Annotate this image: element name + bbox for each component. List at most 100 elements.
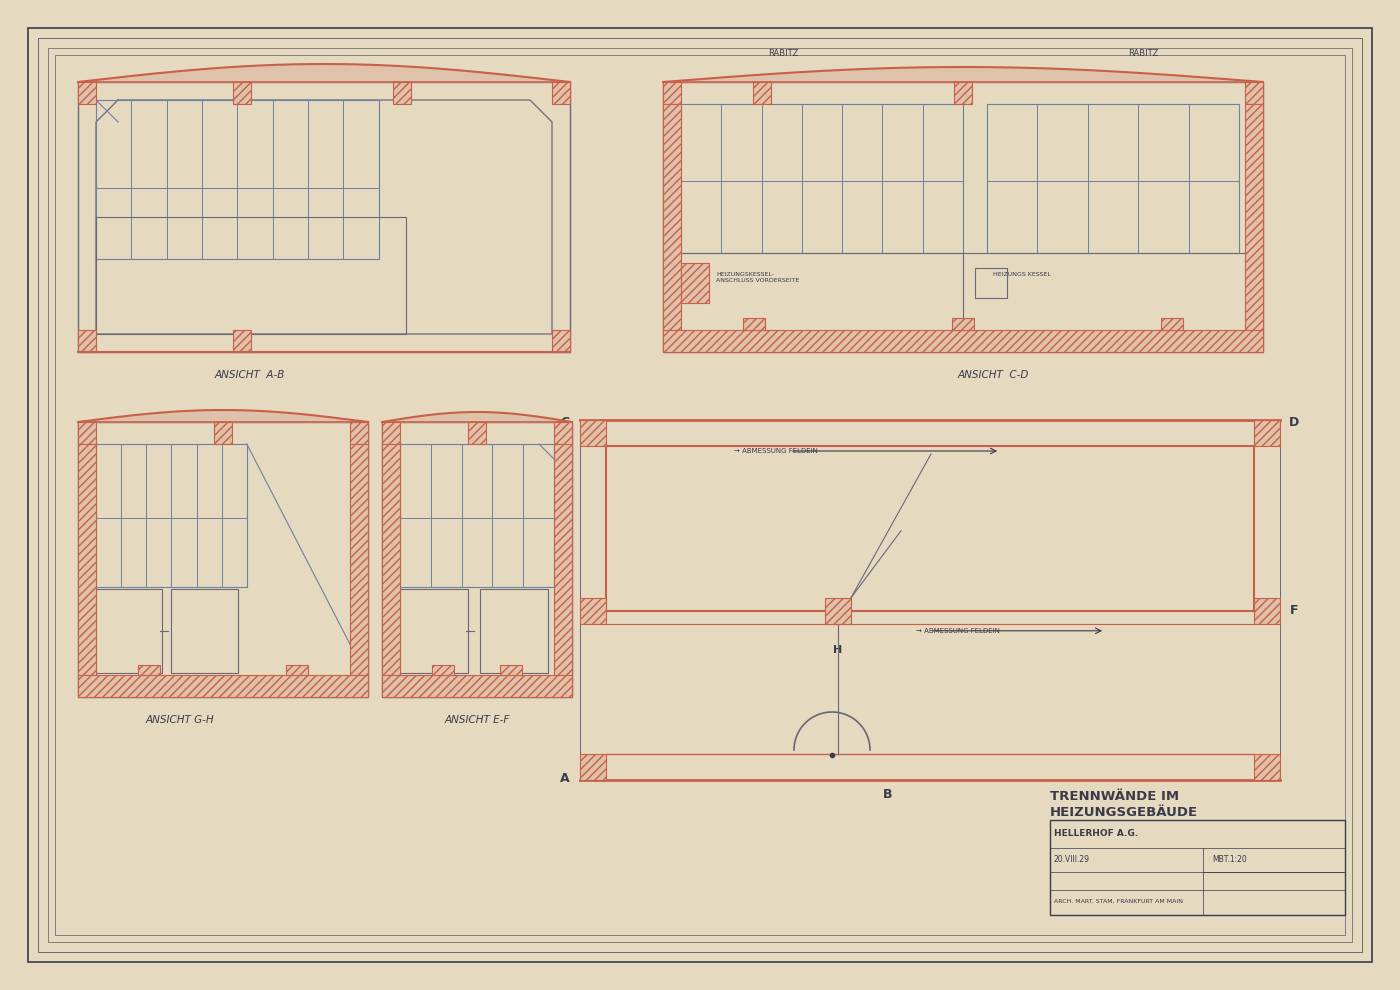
Bar	[664, 330, 1263, 352]
Text: HELLERHOF A.G.: HELLERHOF A.G.	[1054, 830, 1138, 839]
Bar	[554, 444, 573, 675]
Bar	[232, 82, 251, 104]
Bar	[680, 104, 963, 252]
Bar	[554, 422, 573, 444]
Bar	[400, 444, 554, 587]
Bar	[468, 422, 486, 444]
Bar	[1245, 104, 1263, 330]
Bar	[78, 330, 97, 352]
Bar	[350, 422, 368, 444]
Bar	[1254, 598, 1280, 624]
Bar	[468, 422, 486, 444]
Bar	[78, 422, 97, 444]
Bar	[382, 422, 400, 444]
Bar	[382, 444, 400, 675]
Text: H: H	[833, 644, 843, 654]
Bar	[393, 82, 412, 104]
Bar	[350, 444, 368, 675]
Bar	[78, 82, 97, 104]
Bar	[1254, 598, 1280, 624]
Bar	[580, 420, 606, 446]
Bar	[580, 598, 606, 624]
Bar	[214, 422, 232, 444]
Bar	[664, 82, 680, 104]
Text: RABITZ: RABITZ	[1128, 50, 1158, 58]
Bar	[171, 589, 238, 673]
Bar	[974, 267, 1007, 298]
Bar	[825, 598, 851, 624]
Bar	[1254, 420, 1280, 446]
Bar	[953, 82, 972, 104]
Bar	[214, 422, 232, 444]
Text: C: C	[560, 416, 570, 429]
Bar	[382, 675, 573, 697]
Bar	[552, 330, 570, 352]
Bar	[952, 318, 974, 330]
Bar	[1245, 82, 1263, 104]
Bar	[680, 262, 708, 303]
Bar	[1050, 820, 1345, 915]
Bar	[78, 422, 368, 697]
Bar	[580, 420, 1280, 780]
Bar	[382, 422, 573, 697]
Text: HEIZUNGSGEBÄUDE: HEIZUNGSGEBÄUDE	[1050, 806, 1198, 819]
Bar	[97, 444, 246, 587]
Bar	[433, 665, 454, 675]
Bar	[350, 422, 368, 444]
Bar	[664, 104, 680, 330]
Bar	[382, 675, 573, 697]
Text: ARCH. MART. STAM, FRANKFURT AM MAIN: ARCH. MART. STAM, FRANKFURT AM MAIN	[1054, 899, 1183, 904]
Bar	[232, 82, 251, 104]
Text: HEIZUNGS KESSEL: HEIZUNGS KESSEL	[993, 272, 1051, 277]
Bar	[987, 104, 1239, 252]
Bar	[232, 330, 251, 352]
Text: 20.VIII.29: 20.VIII.29	[1054, 855, 1091, 864]
Bar	[1161, 318, 1183, 330]
Bar	[552, 82, 570, 104]
Bar	[1245, 82, 1263, 104]
Bar	[500, 665, 522, 675]
Bar	[78, 444, 97, 675]
Bar	[139, 665, 160, 675]
Bar	[382, 422, 400, 444]
Bar	[286, 665, 308, 675]
Bar	[232, 330, 251, 352]
Bar	[55, 55, 1345, 935]
Text: ANSICHT  A-B: ANSICHT A-B	[216, 370, 286, 380]
Bar	[743, 318, 764, 330]
Text: ANSICHT E-F: ANSICHT E-F	[444, 715, 510, 725]
Bar	[393, 82, 412, 104]
Bar	[286, 665, 308, 675]
Bar	[554, 444, 573, 675]
Bar	[433, 665, 454, 675]
Bar	[400, 589, 468, 673]
Bar	[97, 589, 162, 673]
Bar	[753, 82, 771, 104]
Text: TRENNWÄNDE IM: TRENNWÄNDE IM	[1050, 790, 1179, 803]
Bar	[825, 598, 851, 624]
Bar	[552, 330, 570, 352]
Bar	[664, 82, 1263, 352]
Text: → ABMESSUNG FELDEIN: → ABMESSUNG FELDEIN	[916, 628, 1000, 634]
Bar	[664, 104, 680, 330]
Text: F: F	[1289, 604, 1298, 618]
Bar	[500, 665, 522, 675]
Bar	[753, 82, 771, 104]
Bar	[952, 318, 974, 330]
Text: MBT.1:20: MBT.1:20	[1212, 855, 1247, 864]
Bar	[1254, 754, 1280, 780]
Bar	[78, 330, 97, 352]
Bar	[78, 422, 97, 444]
Bar	[1254, 754, 1280, 780]
Bar	[1161, 318, 1183, 330]
Text: ANSICHT  C-D: ANSICHT C-D	[958, 370, 1029, 380]
Text: HEIZUNGSKESSEL-
ANSCHLUSS VORDERSEITE: HEIZUNGSKESSEL- ANSCHLUSS VORDERSEITE	[715, 272, 799, 283]
Bar	[78, 675, 368, 697]
Bar	[743, 318, 764, 330]
Bar	[1254, 420, 1280, 446]
Text: D: D	[1289, 416, 1299, 429]
Text: E: E	[561, 604, 570, 618]
Bar	[680, 262, 708, 303]
Bar	[664, 330, 1263, 352]
Bar	[382, 444, 400, 675]
